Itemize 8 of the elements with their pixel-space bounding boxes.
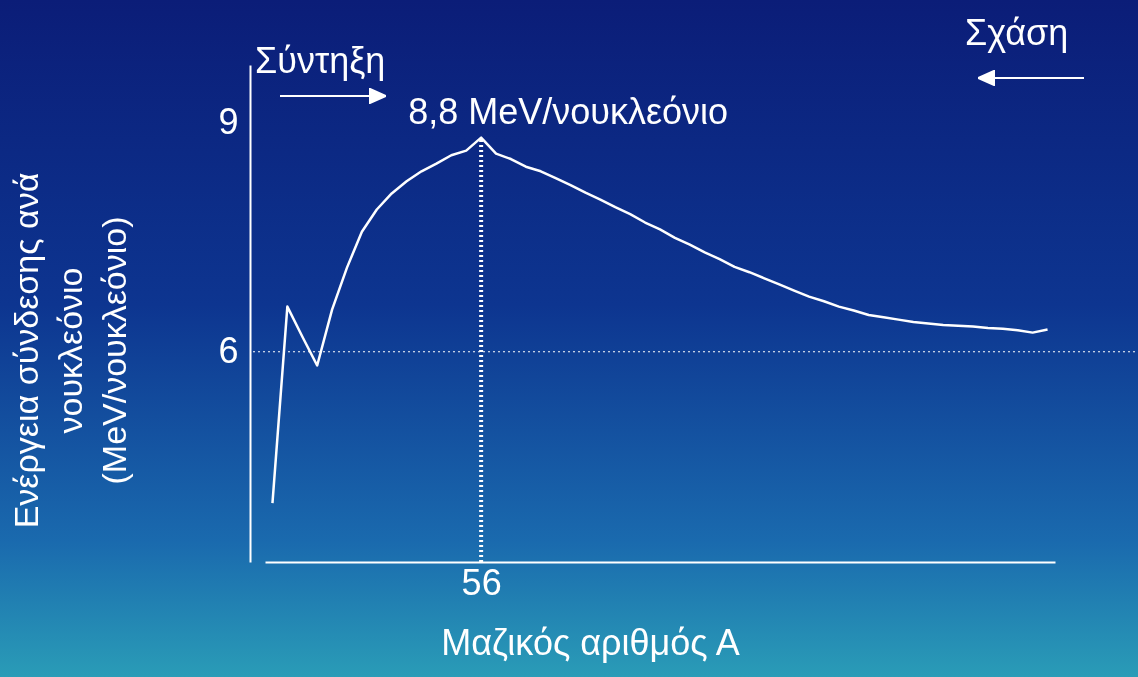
x-axis-title: Μαζικός αριθμός Α [441,621,740,663]
annotation: Σύντηξη [255,40,386,82]
x-tick-label: 56 [461,561,502,603]
y-axis-title: Ενέργεια σύνδεσης ανά νουκλεόνιο (MeV/νουκλεόνιο) [6,172,133,529]
annotation: 8,8 MeV/νουκλεόνιο [408,90,729,132]
text: Σχάση [965,12,1069,54]
y-tick-label: 9 [218,100,239,142]
y-tick-label: 6 [218,330,239,372]
